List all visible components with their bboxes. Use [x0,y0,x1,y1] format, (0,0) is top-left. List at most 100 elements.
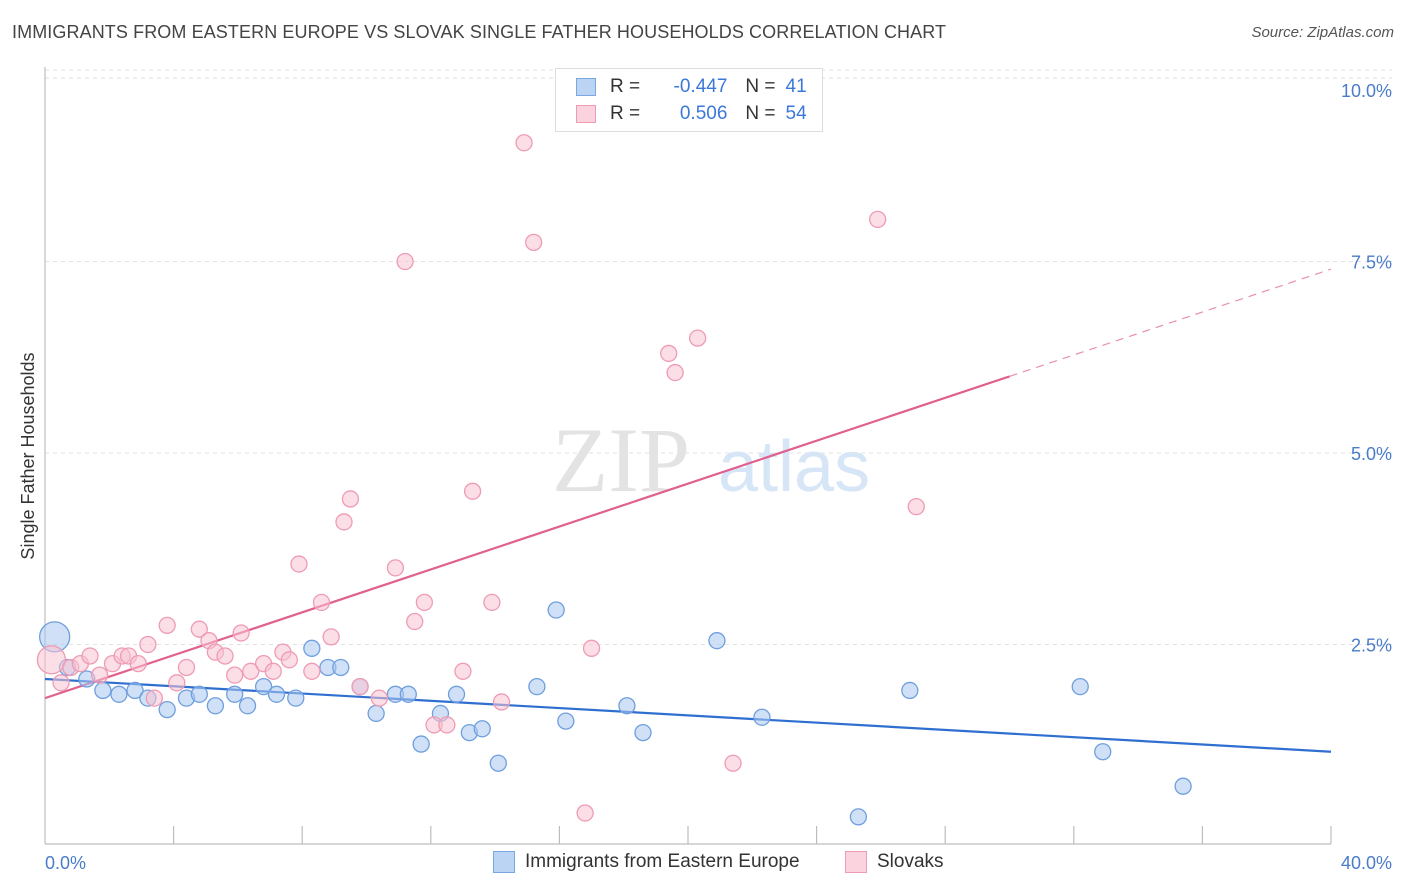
point-immigrants [1094,743,1112,761]
point-immigrants [238,697,257,715]
x-tick-label-max: 40.0% [1341,853,1392,873]
series-label-slovaks: Slovaks [877,851,944,872]
point-slovaks [907,497,925,516]
point-slovaks [386,559,405,577]
point-immigrants [158,700,176,719]
legend-r-label: R = [610,103,641,124]
legend-swatch-pink [576,105,596,123]
point-slovaks [168,674,186,692]
point-immigrants [267,685,286,703]
watermark: ZIP atlas [552,409,870,511]
y-tick-label: 7.5% [1351,253,1392,273]
series-legend: Immigrants from Eastern Europe Slovaks [0,851,1406,879]
point-immigrants [473,720,491,738]
point-slovaks [264,662,282,680]
point-slovaks [91,666,109,684]
point-immigrants [557,712,575,730]
point-slovaks [280,651,298,669]
point-immigrants [206,697,225,715]
point-slovaks [483,593,501,612]
point-immigrants [447,685,466,703]
point-slovaks [226,666,244,684]
point-immigrants [94,681,112,700]
axis-labels: 2.5% 5.0% 7.5% 10.0% 0.0% 40.0% Single Father … [18,81,1392,873]
point-slovaks [869,210,887,229]
point-slovaks [190,620,208,638]
point-immigrants [618,697,636,715]
point-slovaks [158,616,176,634]
point-slovaks [351,677,369,696]
trend-line-extension [1009,268,1332,377]
point-immigrants [287,689,305,707]
point-immigrants [367,704,385,723]
point-immigrants [399,685,417,703]
series-legend-slovaks[interactable]: Slovaks [845,851,944,873]
point-slovaks [129,655,147,673]
y-tick-label: 10.0% [1341,81,1392,101]
grid-lines [45,69,1392,645]
source-label: Source: ZipAtlas.com [1251,24,1394,41]
point-slovaks [139,635,157,654]
correlation-legend: R = -0.447 N = 41 R = 0.506 N = 54 [555,68,823,132]
point-slovaks [660,344,678,363]
point-immigrants [634,723,652,742]
point-slovaks [81,647,99,665]
trend-line-slovaks [44,375,1010,700]
chart-title: IMMIGRANTS FROM EASTERN EUROPE VS SLOVAK… [12,22,947,42]
point-slovaks [242,662,260,680]
legend-n-label: N = [745,76,776,97]
point-slovaks [415,593,434,612]
legend-r-value: 0.506 [679,103,728,124]
point-slovaks [52,674,70,692]
point-slovaks [724,754,742,772]
point-immigrants [110,685,128,703]
point-slovaks [666,363,684,382]
point-immigrants [849,808,868,826]
point-slovaks [303,662,321,680]
legend-row-immigrants: R = -0.447 N = 41 [576,75,807,99]
point-immigrants [226,685,244,703]
watermark-zip: ZIP [552,409,690,511]
point-slovaks [576,804,594,822]
point-slovaks [406,612,424,631]
point-immigrants [332,658,350,677]
point-slovaks [335,513,353,531]
point-slovaks [216,647,234,665]
point-immigrants [254,677,273,696]
point-immigrants [1071,677,1089,696]
x-tick-label-min: 0.0% [45,853,86,873]
series-label-immigrants: Immigrants from Eastern Europe [525,851,800,872]
legend-r-label: R = [610,76,641,97]
point-slovaks [312,593,331,612]
point-slovaks [454,662,472,680]
legend-n-value: 54 [785,103,807,124]
point-immigrants [303,639,321,657]
point-slovaks [515,134,533,152]
watermark-atlas: atlas [718,427,870,507]
series-legend-immigrants[interactable]: Immigrants from Eastern Europe [493,851,800,873]
point-immigrants [412,735,430,753]
point-slovaks [525,233,543,252]
point-immigrants [126,681,144,700]
point-slovaks [492,693,511,711]
point-slovaks [582,639,601,657]
point-slovaks [463,482,482,500]
legend-n-label: N = [745,103,776,124]
data-points [36,134,1192,826]
point-immigrants [190,685,208,703]
point-slovaks [341,490,360,508]
legend-swatch-blue [576,78,596,96]
series-swatch-pink [845,851,867,873]
point-immigrants [753,708,771,726]
y-tick-label: 5.0% [1351,444,1392,464]
point-slovaks [232,624,250,642]
point-slovaks [396,252,414,271]
point-immigrants [528,677,546,696]
point-slovaks [145,689,163,707]
point-slovaks [290,555,308,573]
point-slovaks [177,658,196,677]
point-immigrants [547,601,565,619]
point-slovaks [370,689,389,707]
point-immigrants [901,681,919,700]
